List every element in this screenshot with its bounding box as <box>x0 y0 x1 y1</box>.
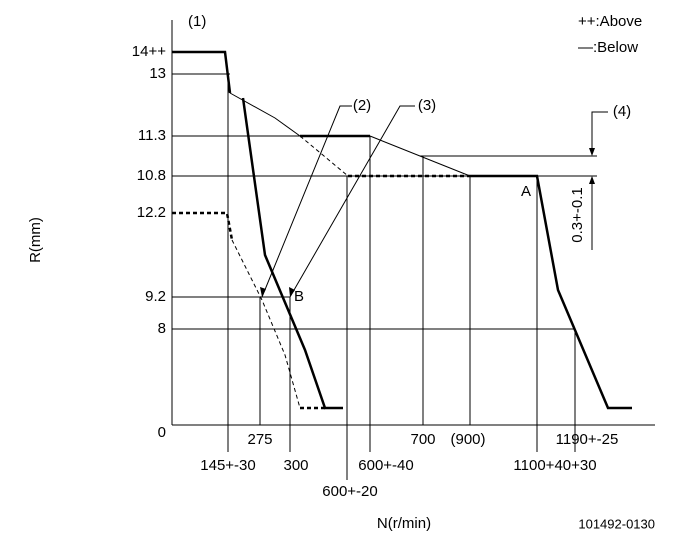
y-label: 12.2 <box>137 204 166 221</box>
x-labels: 275 700 (900) 1190+-25 145+-30 300 600+-… <box>200 431 618 500</box>
y-label: 10.8 <box>137 167 166 184</box>
x-label: 600+-20 <box>322 483 377 500</box>
y-labels: 14++ 13 11.3 10.8 12.2 9.2 8 0 <box>132 43 166 441</box>
x-label: 600+-40 <box>358 457 413 474</box>
tolerance: 0.3+-0.1 <box>569 187 586 242</box>
legend-above: ++:Above <box>578 13 642 30</box>
x-label: 1100+40+30 <box>513 457 596 474</box>
legend-below: —:Below <box>578 39 638 56</box>
y-label: 13 <box>149 65 166 82</box>
y-label: 9.2 <box>145 288 166 305</box>
x-label: 145+-30 <box>200 457 255 474</box>
y-label: 14++ <box>132 43 166 60</box>
y-title: R(mm) <box>27 217 44 263</box>
y-label: 0 <box>158 424 166 441</box>
x-label: 700 <box>410 431 435 448</box>
x-title: N(r/min) <box>377 515 431 532</box>
x-label: 300 <box>283 457 308 474</box>
point-label: B <box>294 288 304 305</box>
leaders <box>260 105 608 298</box>
callout: (2) <box>353 97 371 114</box>
y-label: 11.3 <box>138 127 166 144</box>
x-label: 275 <box>247 431 272 448</box>
callout: (4) <box>613 103 631 120</box>
label: (1) <box>188 13 206 30</box>
point-label: A <box>521 183 531 200</box>
drawing-number: 101492-0130 <box>578 516 655 531</box>
x-label: (900) <box>450 431 485 448</box>
callout: (3) <box>418 97 436 114</box>
y-label: 8 <box>158 320 166 337</box>
x-label: 1190+-25 <box>556 431 619 448</box>
grid-lines <box>171 20 655 480</box>
curves <box>172 50 632 410</box>
